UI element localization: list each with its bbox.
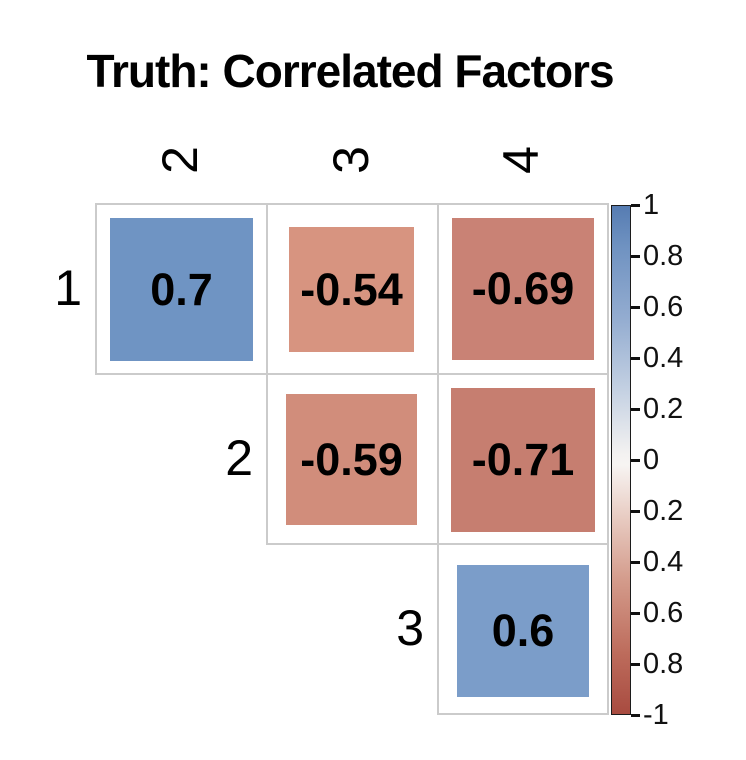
grid-line-horizontal xyxy=(266,543,609,545)
column-label-3: 3 xyxy=(323,146,379,174)
colorbar-tick-mark xyxy=(631,357,640,360)
grid-line-vertical xyxy=(607,203,609,715)
grid-line-horizontal xyxy=(95,373,609,375)
matrix-cell-1-3: -0.54 xyxy=(289,227,414,352)
matrix-cell-1-4: -0.69 xyxy=(452,218,594,360)
colorbar-gradient xyxy=(611,205,631,715)
grid-line-horizontal xyxy=(95,203,609,205)
colorbar-tick-mark xyxy=(631,408,640,411)
row-label-3: 3 xyxy=(396,600,424,656)
grid-line-vertical xyxy=(95,203,97,375)
column-label-4: 4 xyxy=(493,146,549,174)
colorbar-tick-mark xyxy=(631,612,640,615)
colorbar-tick-mark xyxy=(631,306,640,309)
colorbar-tick-mark xyxy=(631,204,640,207)
column-label-2: 2 xyxy=(152,146,208,174)
row-label-1: 1 xyxy=(54,260,82,316)
colorbar-tick-mark xyxy=(631,663,640,666)
matrix-cell-1-2: 0.7 xyxy=(110,218,253,361)
grid-line-horizontal xyxy=(437,713,609,715)
matrix-cell-2-4: -0.71 xyxy=(451,388,595,532)
plot-title: Truth: Correlated Factors xyxy=(86,45,614,97)
colorbar-tick-mark xyxy=(631,255,640,258)
grid-line-vertical xyxy=(437,203,439,715)
colorbar-tick-mark xyxy=(631,459,640,462)
colorbar-tick-mark xyxy=(631,714,640,717)
matrix-cell-3-4: 0.6 xyxy=(457,565,589,697)
colorbar-tick-mark xyxy=(631,561,640,564)
colorbar-tick-mark xyxy=(631,510,640,513)
row-label-2: 2 xyxy=(225,430,253,486)
matrix-cell-2-3: -0.59 xyxy=(286,394,417,525)
